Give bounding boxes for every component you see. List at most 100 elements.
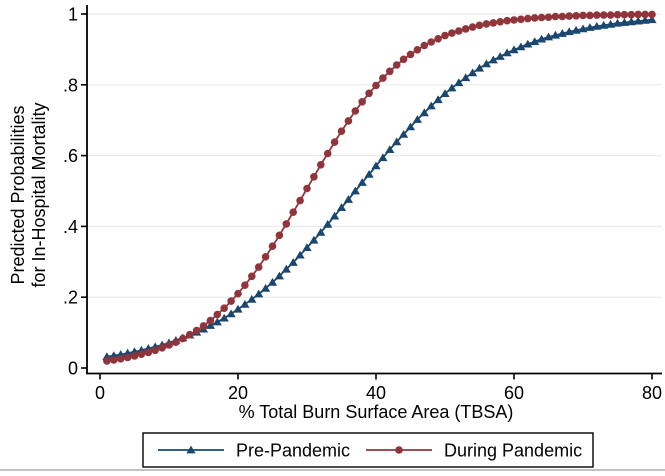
marker-triangle	[440, 89, 450, 97]
marker-circle	[593, 11, 601, 19]
marker-triangle	[502, 48, 512, 57]
marker-triangle	[633, 16, 643, 25]
marker-circle	[641, 10, 649, 19]
marker-triangle	[399, 130, 409, 138]
marker-triangle	[516, 42, 526, 51]
marker-circle	[392, 61, 401, 69]
marker-triangle	[433, 95, 443, 104]
marker-circle	[351, 107, 360, 115]
marker-circle	[254, 263, 263, 271]
marker-circle	[586, 11, 594, 20]
marker-triangle	[647, 15, 657, 24]
marker-triangle	[226, 309, 236, 318]
legend: Pre-Pandemic During Pandemic	[142, 432, 594, 468]
marker-circle	[510, 16, 518, 24]
series-line-during-pandemic	[106, 13, 652, 362]
marker-circle	[110, 356, 118, 364]
marker-circle	[489, 19, 498, 27]
marker-circle	[165, 341, 173, 349]
marker-circle	[248, 272, 256, 281]
marker-circle	[220, 304, 228, 313]
marker-circle	[337, 127, 346, 135]
marker-triangle	[585, 23, 595, 31]
marker-circle	[606, 11, 615, 19]
marker-triangle	[468, 68, 478, 77]
x-tick-label: 60	[504, 383, 524, 403]
marker-triangle	[495, 52, 505, 60]
y-tick-label: .2	[63, 288, 78, 308]
marker-triangle	[454, 78, 464, 87]
marker-circle	[344, 117, 353, 125]
legend-label-pre-pandemic: Pre-Pandemic	[236, 441, 350, 461]
series-pre-pandemic	[102, 15, 657, 361]
legend-label-during-pandemic: During Pandemic	[444, 441, 582, 461]
marker-circle	[517, 15, 525, 24]
marker-triangle	[288, 258, 298, 266]
marker-triangle	[474, 63, 485, 72]
y-tick-label: .4	[63, 217, 78, 237]
marker-triangle	[530, 37, 540, 45]
marker-circle	[386, 67, 394, 76]
marker-triangle	[392, 137, 402, 146]
marker-circle	[199, 322, 208, 330]
x-axis-title: % Total Burn Surface Area (TBSA)	[239, 402, 514, 422]
legend-triangle-icon	[186, 445, 196, 454]
marker-triangle	[274, 271, 284, 280]
marker-circle	[558, 12, 567, 21]
marker-triangle	[578, 24, 588, 33]
marker-triangle	[626, 17, 636, 26]
marker-triangle	[640, 16, 650, 24]
marker-triangle	[364, 170, 374, 178]
marker-triangle	[350, 186, 360, 195]
marker-circle	[427, 38, 436, 46]
marker-circle	[317, 161, 325, 169]
marker-circle	[634, 10, 642, 19]
series-line-pre-pandemic	[106, 18, 653, 358]
marker-circle	[530, 14, 539, 22]
plot-series	[102, 10, 657, 365]
marker-circle	[365, 89, 373, 98]
marker-circle	[496, 18, 505, 26]
marker-circle	[289, 208, 298, 216]
series-during-pandemic	[103, 10, 656, 365]
marker-triangle	[302, 243, 312, 251]
marker-triangle	[461, 73, 471, 82]
marker-circle	[620, 10, 629, 19]
marker-circle	[599, 11, 608, 19]
marker-circle	[461, 25, 470, 33]
marker-triangle	[378, 153, 388, 162]
marker-circle	[482, 20, 491, 28]
y-axis-title-line2: for In-Hospital Mortality	[29, 102, 49, 287]
marker-triangle	[619, 18, 629, 26]
marker-circle	[261, 252, 270, 261]
marker-circle	[579, 11, 587, 20]
marker-triangle	[309, 235, 319, 244]
marker-triangle	[247, 294, 257, 303]
marker-triangle	[447, 83, 457, 92]
y-axis-ticks: 0 .2 .4 .6 .8 1	[63, 5, 87, 379]
marker-triangle	[267, 277, 278, 286]
marker-triangle	[316, 228, 326, 236]
marker-triangle	[509, 45, 519, 54]
marker-triangle	[606, 19, 616, 28]
marker-triangle	[219, 313, 229, 322]
marker-circle	[399, 55, 408, 64]
marker-circle	[537, 13, 546, 22]
marker-triangle	[419, 108, 429, 117]
marker-circle	[551, 12, 560, 21]
marker-circle	[234, 289, 242, 298]
marker-circle	[544, 13, 553, 21]
marker-circle	[524, 14, 532, 23]
marker-circle	[206, 316, 215, 325]
marker-circle	[572, 12, 580, 20]
y-axis-title-line1: Predicted Probabilities	[8, 105, 28, 284]
marker-circle	[379, 74, 387, 82]
marker-triangle	[254, 289, 264, 298]
marker-triangle	[371, 161, 381, 170]
marker-circle	[330, 138, 339, 146]
marker-circle	[179, 334, 187, 343]
marker-triangle	[599, 20, 609, 29]
marker-triangle	[357, 178, 367, 186]
marker-circle	[565, 12, 573, 20]
